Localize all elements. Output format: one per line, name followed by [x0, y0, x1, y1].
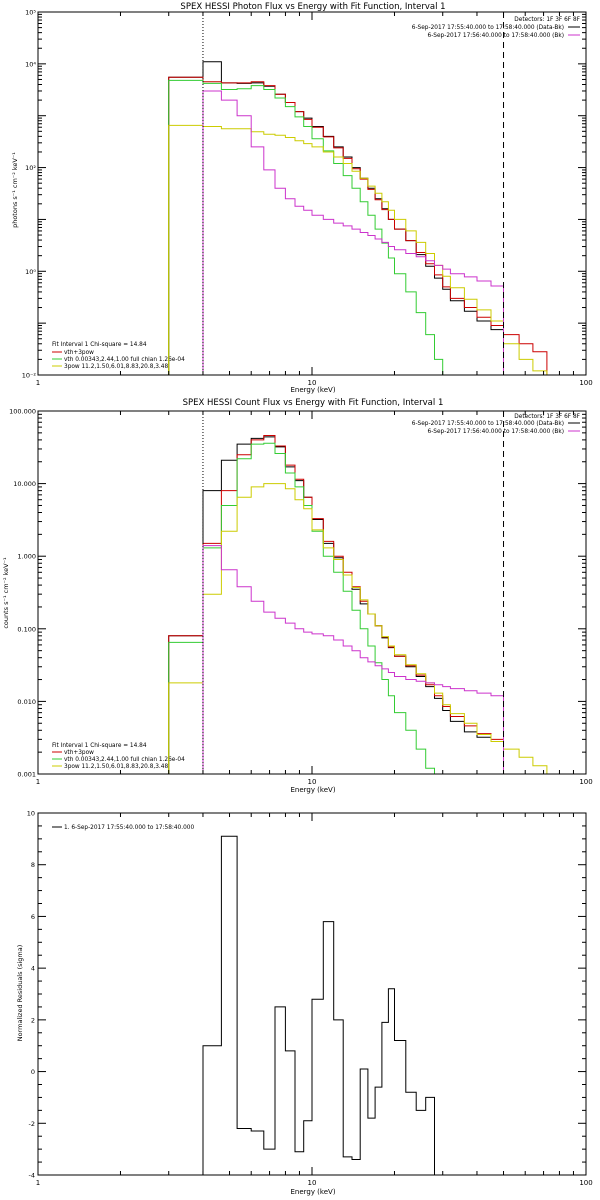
legend-top-line-1: Detectors: 1F 3F 6F 8F [514, 17, 580, 23]
x-tick-label: 1 [36, 778, 40, 786]
x-tick-label: 10 [308, 1179, 317, 1187]
legend-top-line-1: Detectors: 1F 3F 6F 8F [514, 414, 580, 420]
y-tick-label: 0.001 [17, 771, 36, 779]
y-tick-label: 0.010 [17, 698, 36, 706]
y-tick-label: 10 [27, 810, 35, 818]
series-residuals-line [202, 835, 435, 1175]
y-axis-label: counts s⁻¹ cm⁻² keV⁻¹ [2, 557, 10, 629]
y-tick-label: -2 [29, 1120, 35, 1128]
series-bk-line [202, 90, 504, 375]
y-axis-label: Normalized Residuals (sigma) [16, 945, 24, 1042]
x-tick-label: 100 [579, 778, 592, 786]
series-3pow-line [168, 124, 548, 375]
series-vth-line [168, 442, 435, 774]
legend-bottom-line-1: Fit Interval 1 Chi-square = 14.84 [52, 743, 147, 749]
y-tick-label: 8 [31, 861, 35, 869]
legend-bottom-line-3: vth 0.00343,2.44,1.00 full chian 1.26e-0… [64, 757, 185, 763]
legend-top-line-3: 6-Sep-2017 17:56:40.000 to 17:58:40.000 … [428, 33, 564, 39]
chart-title: SPEX HESSI Photon Flux vs Energy with Fi… [180, 2, 445, 12]
x-tick-label: 10 [308, 778, 317, 786]
series-data-line [168, 61, 504, 375]
y-tick-label: 2 [31, 1016, 35, 1024]
legend-top-line-3: 6-Sep-2017 17:56:40.000 to 17:58:40.000 … [428, 429, 564, 435]
plot-area [202, 835, 435, 1175]
series-3pow-line [168, 483, 548, 774]
legend-bottom-line-1: Fit Interval 1 Chi-square = 14.84 [52, 342, 147, 348]
y-tick-label: 0 [31, 1068, 35, 1076]
legend-top-line-2: 6-Sep-2017 17:55:40.000 to 17:58:40.000 … [412, 25, 564, 31]
plot-area [168, 411, 548, 774]
x-axis-label: Energy (keV) [290, 386, 335, 394]
x-axis-label: Energy (keV) [290, 1188, 335, 1196]
count-flux-panel: SPEX HESSI Count Flux vs Energy with Fit… [2, 398, 593, 794]
y-tick-label: -4 [29, 1172, 35, 1180]
legend-bottom-line-4: 3pow 11.2,1.50,6.01,8.83,20.8,3.48 [64, 364, 168, 370]
series-bk-line [202, 545, 504, 774]
x-axis-label: Energy (keV) [290, 786, 335, 794]
legend-entry: 1. 6-Sep-2017 17:55:40.000 to 17:58:40.0… [64, 825, 194, 831]
y-tick-label: 0.100 [17, 625, 36, 633]
series-vth-3pow-line [168, 76, 548, 375]
y-tick-label: 4 [31, 965, 35, 973]
series-vth-3pow-line [168, 435, 504, 774]
y-tick-label: 10⁴ [25, 60, 36, 68]
y-tick-label: 10.000 [13, 480, 36, 488]
y-tick-label: 1.000 [17, 553, 36, 561]
x-tick-label: 1 [36, 379, 40, 387]
x-tick-label: 100 [579, 379, 592, 387]
y-tick-label: 6 [31, 913, 35, 921]
legend-bottom-line-2: vth+3pow [64, 350, 94, 356]
series-vth-line [168, 79, 444, 375]
series-data-line [168, 436, 504, 774]
x-tick-label: 10 [308, 379, 317, 387]
y-tick-label: 100.000 [9, 408, 36, 416]
legend-bottom-line-3: vth 0.00343,2.44,1.00 full chian 1.26e-0… [64, 357, 185, 363]
y-tick-label: 10⁵ [25, 9, 36, 17]
legend-top-line-2: 6-Sep-2017 17:55:40.000 to 17:58:40.000 … [412, 421, 564, 427]
chart-title: SPEX HESSI Count Flux vs Energy with Fit… [183, 398, 444, 408]
plot-area [168, 12, 548, 375]
x-tick-label: 1 [36, 1179, 40, 1187]
y-tick-label: 10² [25, 164, 36, 172]
legend-bottom-line-2: vth+3pow [64, 750, 94, 756]
legend-bottom-line-4: 3pow 11.2,1.50,6.01,8.83,20.8,3.48 [64, 764, 168, 770]
y-tick-label: 10⁰ [25, 268, 36, 276]
x-tick-label: 100 [579, 1179, 592, 1187]
y-tick-label: 10⁻² [22, 372, 37, 380]
photon-flux-panel: SPEX HESSI Photon Flux vs Energy with Fi… [11, 2, 593, 394]
residuals-panel: Energy (keV) Normalized Residuals (sigma… [16, 810, 593, 1197]
y-axis-label: photons s⁻¹ cm⁻² keV⁻¹ [11, 152, 19, 228]
